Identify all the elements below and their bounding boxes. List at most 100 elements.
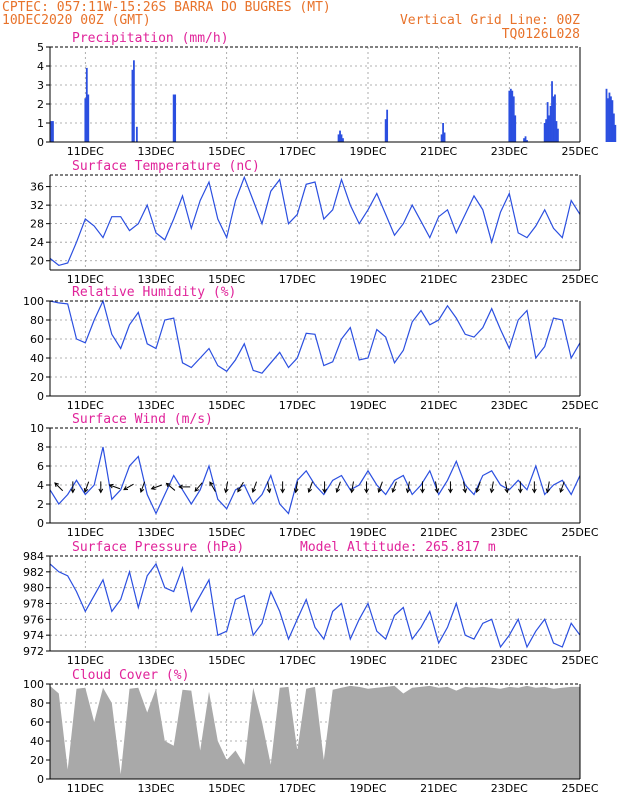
precip-bar	[440, 134, 443, 142]
precip-panel: 0 1 2 3 4 5 11DEC 13DEC 15DEC 17DEC 19DEC 21DEC 23DE…	[37, 31, 617, 158]
wind-xtick-label: 15DEC	[208, 526, 245, 539]
wind-arrow	[83, 481, 90, 494]
cloud-xtick-label: 13DEC	[137, 782, 174, 795]
precip-bar	[337, 134, 340, 142]
rh-ytick-label: 0	[37, 390, 44, 403]
precip-bar	[384, 119, 387, 142]
wind-arrow	[489, 481, 495, 494]
precip-bar	[605, 88, 608, 142]
precip-bar	[52, 121, 54, 142]
pressure-line	[49, 562, 581, 649]
wind-arrow	[223, 481, 229, 494]
precip-bar	[342, 138, 344, 142]
pressure-xtick-label: 19DEC	[349, 654, 386, 667]
wind-arrow	[405, 481, 411, 494]
wind-ytick-label: 6	[37, 460, 44, 473]
wind-panel: 0 2 4 6 8 10 11DEC 13DEC 15DEC 17DEC 19DEC 21DEC 23D…	[30, 412, 599, 539]
temp-ytick-label: 28	[30, 218, 44, 231]
precip-bar	[87, 94, 90, 142]
precip-bar	[386, 109, 389, 142]
precip-bar	[509, 88, 512, 142]
temp-line	[49, 175, 581, 267]
cloud-ytick-label: 20	[30, 754, 44, 767]
cloud-xtick-label: 23DEC	[491, 782, 528, 795]
wind-ytick-label: 0	[37, 517, 44, 530]
precip-ytick-label: 2	[37, 98, 44, 111]
precip-title: Precipitation (mm/h)	[72, 31, 229, 46]
wind-arrow	[335, 481, 341, 494]
wind-arrow	[434, 481, 440, 494]
cloud-area	[50, 685, 580, 779]
wind-ytick-label: 2	[37, 498, 44, 511]
pressure-ytick-label: 978	[23, 598, 44, 611]
wind-arrow	[448, 481, 453, 494]
panels: 0 1 2 3 4 5 11DEC 13DEC 15DEC 17DEC 19DEC 21DEC 23DE…	[23, 31, 617, 795]
precip-bar	[551, 81, 553, 142]
precip-bar	[523, 138, 525, 142]
precip-bar	[554, 94, 556, 142]
wind-ytick-label: 8	[37, 441, 44, 454]
precip-bar	[545, 119, 548, 142]
wind-arrow	[237, 481, 244, 493]
temp-xtick-label: 25DEC	[561, 273, 598, 286]
wind-xtick-label: 11DEC	[67, 526, 104, 539]
precip-bar	[512, 96, 515, 142]
precip-bar	[526, 140, 528, 142]
precip-ytick-label: 3	[37, 79, 44, 92]
wind-arrow	[504, 481, 510, 494]
header-grid-line: Vertical Grid Line: 00Z	[400, 13, 580, 28]
precip-bar	[608, 92, 611, 142]
wind-arrow	[194, 482, 203, 492]
temp-panel: 20 24 28 32 36 11DEC 13DEC 15DEC 17DEC 19DEC 21DEC…	[30, 159, 599, 286]
precip-xtick-label: 25DEC	[561, 145, 598, 158]
wind-arrow	[165, 482, 176, 491]
precip-bar	[514, 115, 517, 142]
pressure-ytick-label: 984	[23, 550, 44, 563]
rh-xtick-label: 15DEC	[208, 399, 245, 412]
wind-arrow	[322, 481, 327, 494]
pressure-xtick-label: 21DEC	[420, 654, 457, 667]
wind-ytick-label: 4	[37, 479, 44, 492]
wind-arrow	[377, 481, 383, 494]
wind-arrow	[266, 481, 272, 494]
temp-xtick-label: 13DEC	[137, 273, 174, 286]
precip-xtick-label: 13DEC	[137, 145, 174, 158]
rh-xtick-label: 23DEC	[491, 399, 528, 412]
cloud-ytick-label: 100	[23, 678, 44, 691]
precip-bar	[546, 102, 549, 142]
wind-arrow	[518, 481, 523, 494]
pressure-ytick-label: 982	[23, 566, 44, 579]
wind-xtick-label: 25DEC	[561, 526, 598, 539]
pressure-xtick-label: 15DEC	[208, 654, 245, 667]
pressure-title: Surface Pressure (hPa)	[72, 540, 244, 555]
pressure-ytick-label: 972	[23, 645, 44, 658]
wind-xtick-label: 19DEC	[349, 526, 386, 539]
rh-xtick-label: 25DEC	[561, 399, 598, 412]
temp-ytick-label: 20	[30, 255, 44, 268]
precip-ytick-label: 5	[37, 41, 44, 54]
rh-panel: 0 20 40 60 80 100 11DEC 13DEC 15DEC 17DEC 19DEC 21D…	[23, 285, 599, 412]
wind-arrow	[139, 481, 146, 494]
wind-arrow	[559, 481, 565, 494]
wind-arrow	[307, 481, 313, 494]
header-station: CPTEC: 057:11W-15:26S BARRA DO BUGRES (M…	[2, 0, 331, 15]
wind-xtick-label: 17DEC	[279, 526, 316, 539]
precip-bar	[442, 123, 444, 142]
precip-bar	[557, 128, 559, 142]
rh-xtick-label: 13DEC	[137, 399, 174, 412]
wind-arrow	[251, 481, 257, 494]
wind-arrow	[545, 481, 551, 494]
pressure-panel: 972 974 976 978 980 982 984 11DEC 13DEC 15DEC 17DE…	[23, 540, 599, 667]
temp-xtick-label: 11DEC	[67, 273, 104, 286]
cloud-ytick-label: 40	[30, 735, 44, 748]
pressure-xtick-label: 23DEC	[491, 654, 528, 667]
precip-bar	[443, 132, 446, 142]
precip-bar	[611, 100, 614, 142]
pressure-ytick-label: 976	[23, 613, 44, 626]
wind-arrow	[108, 483, 121, 490]
wind-xtick-label: 23DEC	[491, 526, 528, 539]
rh-xtick-label: 19DEC	[349, 399, 386, 412]
wind-xtick-label: 13DEC	[137, 526, 174, 539]
rh-title: Relative Humidity (%)	[72, 285, 236, 300]
